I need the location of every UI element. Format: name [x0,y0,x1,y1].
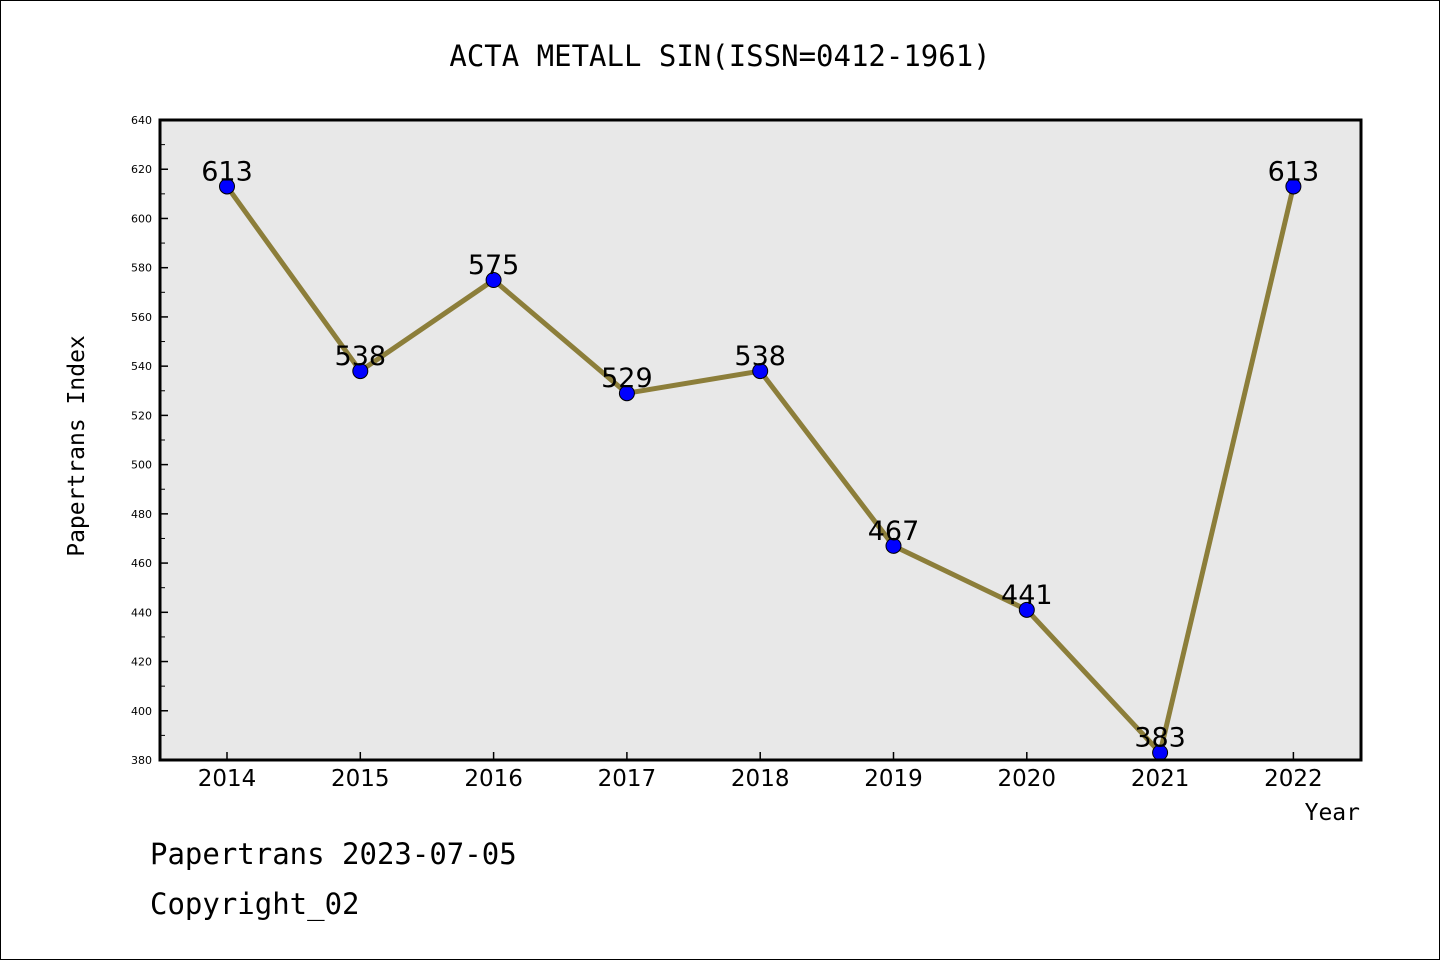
data-labels: 613 538 575 529 538 467 441 383 613 [201,156,1319,753]
data-label: 613 [201,156,253,187]
y-tick-label: 400 [131,705,152,718]
data-label: 575 [468,250,520,281]
footer-copyright: Copyright_02 [150,887,360,922]
y-tick-label: 520 [131,409,152,422]
data-point [752,363,769,380]
y-tick-label: 380 [131,754,152,767]
data-point [219,178,235,195]
y-tick-label: 560 [131,311,152,324]
data-label: 529 [601,363,653,394]
data-point [1018,601,1035,618]
y-tick-label: 540 [131,360,152,373]
data-label: 613 [1268,156,1320,187]
y-tick-label: 600 [131,212,152,225]
y-tick-label: 480 [131,508,152,521]
footer-date: Papertrans 2023-07-05 [150,837,517,871]
y-tick-label: 420 [131,656,152,669]
x-tick-label: 2022 [1264,766,1323,792]
y-tick-label: 440 [131,606,152,619]
x-tick-label: 2018 [731,766,790,792]
data-point [885,537,902,554]
y-tick-label: 640 [131,114,152,127]
data-label: 441 [1001,580,1053,611]
y-axis: 380 400 420 440 460 480 500 520 540 560 580 600 620 6… [131,114,168,767]
data-label: 538 [734,341,786,372]
y-tick-label: 580 [131,262,152,275]
x-tick-label: 2019 [864,766,923,792]
data-label: 538 [335,341,387,372]
y-tick-label: 500 [131,459,152,472]
y-tick-label: 620 [131,163,152,176]
x-tick-label: 2014 [198,766,257,792]
x-tick-label: 2020 [998,766,1057,792]
data-point [352,363,369,380]
data-point [1285,178,1302,195]
x-tick-label: 2017 [598,766,657,792]
plot-border [158,118,1363,762]
data-label: 467 [868,516,920,547]
series-markers [219,178,1302,761]
data-point [618,385,635,402]
x-tick-label: 2021 [1131,766,1190,792]
plot-area [160,120,1361,760]
x-axis: 2014 2015 2016 2017 2018 2019 2020 2021 2022 [198,752,1323,792]
data-label: 383 [1134,723,1186,754]
data-point [485,272,502,288]
y-axis-label: Papertrans Index [64,335,90,557]
x-tick-label: 2016 [464,766,523,792]
x-axis-label: Year [1305,800,1360,826]
y-tick-label: 460 [131,557,152,570]
chart-title: ACTA METALL SIN(ISSN=0412-1961) [449,39,990,73]
x-tick-label: 2015 [331,766,390,792]
